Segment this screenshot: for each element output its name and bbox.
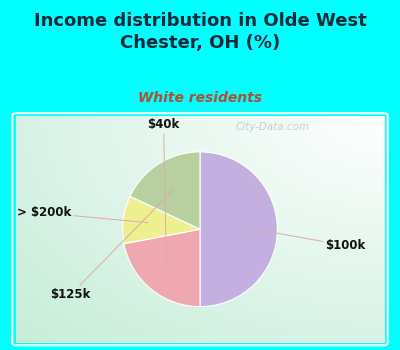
Text: $125k: $125k [50, 189, 174, 301]
Text: $40k: $40k [148, 118, 180, 270]
Wedge shape [200, 152, 277, 307]
Wedge shape [123, 196, 200, 244]
Text: Income distribution in Olde West
Chester, OH (%): Income distribution in Olde West Chester… [34, 12, 366, 52]
Text: > $200k: > $200k [16, 206, 148, 223]
Text: White residents: White residents [138, 91, 262, 105]
Text: City-Data.com: City-Data.com [235, 122, 309, 132]
Wedge shape [124, 229, 200, 307]
Wedge shape [130, 152, 200, 229]
Text: $100k: $100k [256, 229, 366, 252]
